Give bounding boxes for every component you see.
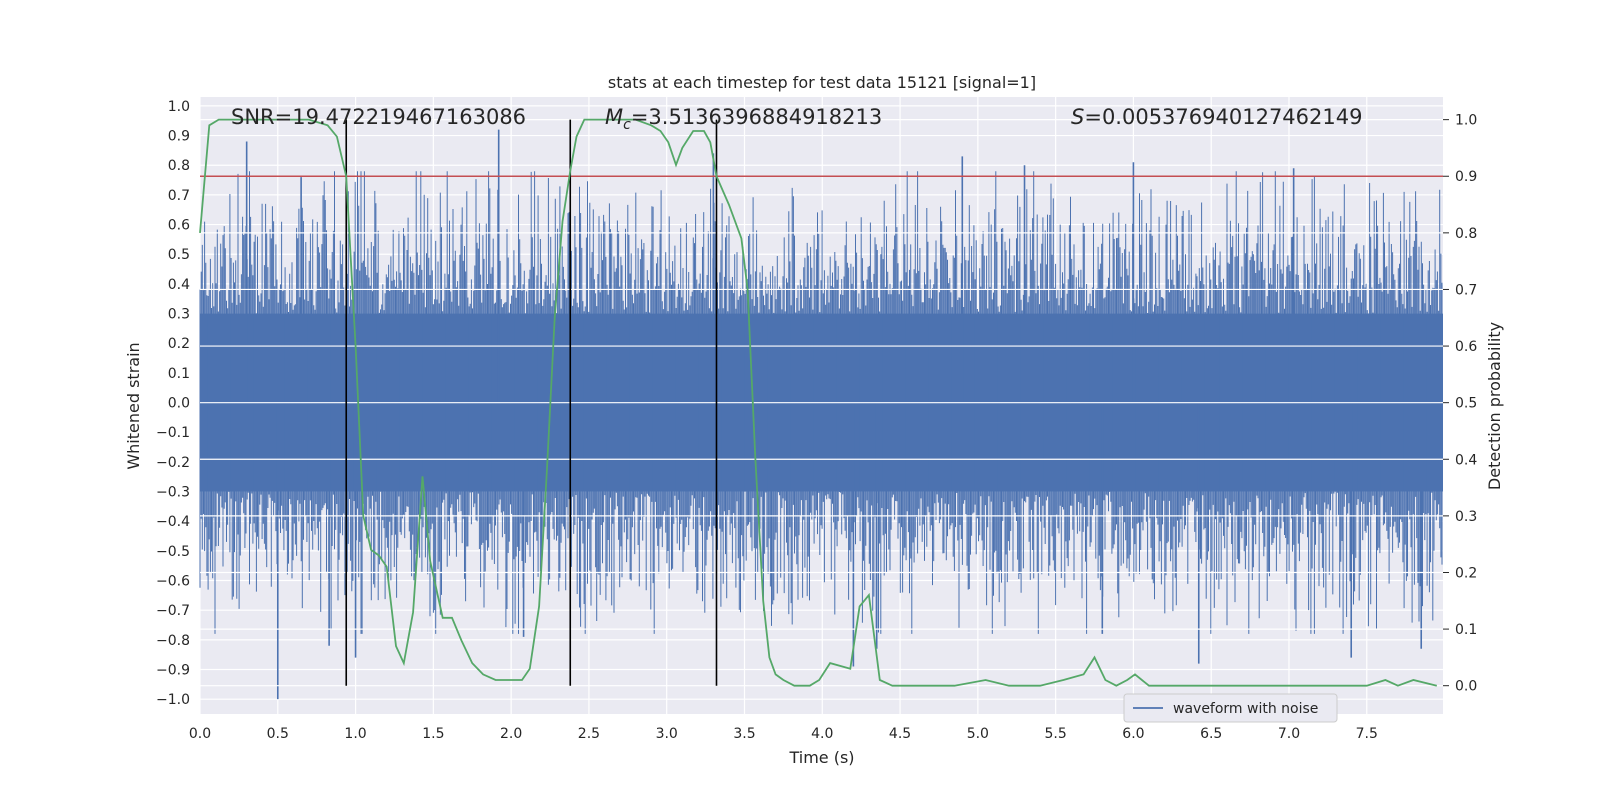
y-right-tick-label: 0.9 [1455,169,1477,185]
y-left-tick-label: 0.6 [168,218,190,234]
y-axis-label-left: Whitened strain [124,342,143,469]
marker-lines [345,119,718,686]
right-grid [200,119,1443,687]
y-right-tick-label: 0.5 [1455,396,1477,412]
right-tick-labels: 1.0 0.9 0.8 0.7 0.6 0.5 0.4 0.3 0.2 0.1 0.0 [1443,113,1477,695]
y-left-tick-label: 0.5 [168,247,190,263]
y-left-tick-label: 0.3 [168,307,190,323]
x-tick-label: 3.0 [656,726,678,742]
snr-annotation: SNR=19.472219467163086 [231,105,526,129]
y-left-tick-label: −0.3 [156,485,190,501]
y-right-tick-label: 0.3 [1455,509,1477,525]
s-annotation: S=0.005376940127462149 [1071,105,1362,129]
y-left-tick-label: −0.8 [156,633,190,649]
x-tick-label: 4.5 [889,726,911,742]
x-tick-label: 5.5 [1044,726,1066,742]
y-left-tick-label: −0.2 [156,455,190,471]
legend-label: waveform with noise [1173,701,1318,717]
y-left-tick-label: 0.4 [168,277,190,293]
y-left-tick-label: −0.6 [156,574,190,590]
strain-waveform [199,171,1443,634]
y-left-tick-label: 0.2 [168,336,190,352]
y-left-tick-label: −0.5 [156,544,190,560]
y-left-tick-label: 1.0 [168,99,190,115]
y-right-tick-label: 0.8 [1455,226,1477,242]
legend: waveform with noise [1123,693,1338,723]
s-symbol: S [1071,105,1084,129]
x-tick-label: 3.5 [733,726,755,742]
y-left-tick-label: 0.7 [168,188,190,204]
y-left-tick-label: 0.9 [168,129,190,145]
y-axis-label-right: Detection probability [1485,322,1504,490]
x-tick-label: 7.0 [1278,726,1300,742]
chirp-mass-annotation: Mc=3.5136396884918213 [605,105,882,133]
y-left-tick-label: 0.0 [168,396,190,412]
x-tick-label: 0.0 [189,726,211,742]
x-tick-label: 0.5 [267,726,289,742]
x-tick-labels: 0.0 0.5 1.0 1.5 2.0 2.5 3.0 3.5 4.0 4.5 5.0 5.5 6.0 6… [189,726,1378,742]
s-value: =0.005376940127462149 [1084,105,1362,129]
x-tick-label: 5.0 [967,726,989,742]
y-right-tick-label: 1.0 [1455,113,1477,129]
y-right-tick-label: 0.7 [1455,282,1477,298]
legend-box [1123,693,1338,723]
y-left-tick-label: −0.4 [156,514,190,530]
y-left-tick-label: −1.0 [156,692,190,708]
x-tick-label: 7.5 [1356,726,1378,742]
x-tick-label: 6.0 [1122,726,1144,742]
chirp-mass-symbol: M [605,105,623,129]
x-tick-label: 2.0 [500,726,522,742]
x-tick-label: 1.5 [422,726,444,742]
chart-title: stats at each timestep for test data 151… [608,73,1036,92]
left-tick-labels: 1.0 0.9 0.8 0.7 0.6 0.5 0.4 0.3 0.2 0.1 0.0 −0.1 −0.… [156,99,190,708]
x-axis-label: Time (s) [788,748,854,767]
probability-line [199,118,1438,687]
y-left-tick-label: 0.8 [168,158,190,174]
y-right-tick-label: 0.4 [1455,452,1477,468]
y-right-tick-label: 0.1 [1455,622,1477,638]
y-left-tick-label: −0.7 [156,603,190,619]
x-tick-label: 1.0 [344,726,366,742]
x-tick-label: 6.5 [1200,726,1222,742]
chirp-mass-value: =3.5136396884918213 [631,105,882,129]
y-left-tick-label: −0.9 [156,663,190,679]
y-right-tick-label: 0.6 [1455,339,1477,355]
x-tick-label: 2.5 [578,726,600,742]
y-right-tick-label: 0.2 [1455,565,1477,581]
chirp-mass-subscript: c [623,117,631,133]
y-left-tick-label: −0.1 [156,425,190,441]
x-tick-label: 4.0 [811,726,833,742]
y-left-tick-label: 0.1 [168,366,190,382]
y-right-tick-label: 0.0 [1455,679,1477,695]
